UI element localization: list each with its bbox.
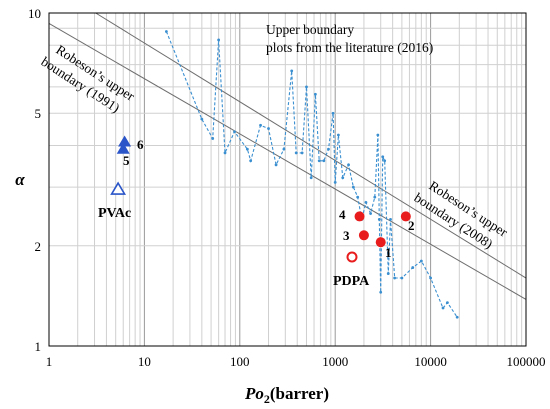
x-axis-title-main: Po [244,384,264,403]
literature-point [379,290,383,294]
y-tick-label: 5 [35,106,42,121]
x-axis-title-unit: (barrer) [270,384,329,403]
tick-labels: 1 10 100 1000 10000 100000 1 2 5 10 [28,6,546,369]
pvac-point-6 [118,135,132,147]
y-tick-label: 2 [35,239,42,254]
literature-point [331,111,335,115]
point-label-4: 4 [339,207,346,222]
x-axis-title: Po2(barrer) [244,384,329,406]
literature-point [282,147,286,151]
literature-point [383,159,387,163]
boundary-lines [48,12,527,300]
point-label-6: 6 [137,137,144,152]
literature-point [259,123,262,127]
literature-label: Upper boundary plots from the literature… [266,22,433,55]
literature-point [400,276,404,280]
literature-point [455,315,459,319]
literature-point [393,276,397,280]
literature-point [274,163,278,167]
literature-point [267,127,270,130]
literature-point [294,151,298,155]
literature-point [211,137,215,140]
x-tick-label: 100 [230,354,250,369]
point-label-2: 2 [408,218,415,233]
point-label-3: 3 [343,228,350,243]
point-label-pdpa: PDPA [333,274,370,289]
literature-point [445,301,449,304]
literature-point [313,92,317,96]
literature-point [364,200,368,204]
y-tick-label: 10 [28,6,41,21]
literature-point [441,306,445,310]
literature-label-line1: Upper boundary [266,22,354,37]
literature-point [381,155,385,159]
present-point-3 [358,230,369,241]
literature-point [356,195,360,199]
x-axis-title-sub: 2 [264,392,270,406]
point-label-5: 5 [123,153,130,168]
literature-point [419,259,423,263]
x-tick-label: 10000 [414,354,447,369]
literature-point [327,147,330,151]
x-tick-label: 1000 [322,354,348,369]
pvac-point-5 [116,142,130,154]
x-tick-label: 1 [46,354,53,369]
y-axis-title: α [15,170,25,189]
literature-point [377,217,381,221]
present-point-pdpa [346,251,358,263]
literature-point [290,69,294,73]
literature-point [300,151,304,155]
present-point-1 [375,237,386,248]
literature-point [245,147,249,151]
literature-point [347,163,350,167]
literature-point [411,266,415,269]
literature-point [200,117,204,121]
literature-point [336,133,340,137]
point-label-pvac: PVAc [98,206,131,221]
literature-line [165,31,458,318]
literature-point [249,159,253,163]
present-point-2 [400,211,411,222]
literature-series [164,30,459,319]
literature-point [223,151,227,155]
literature-point [376,133,380,137]
y-tick-label: 1 [35,339,42,354]
present-point-4 [354,211,365,222]
literature-point [322,159,326,163]
literature-point [333,180,337,184]
literature-point [341,176,345,180]
literature-point [389,217,392,221]
point-label-1: 1 [385,245,392,260]
literature-point [217,38,221,42]
plot-frame [48,12,527,347]
x-tick-label: 10 [138,354,151,369]
plot-background [49,13,526,346]
literature-point [305,85,308,89]
literature-point [351,185,355,189]
robeson-boundary-line-1 [95,12,527,279]
literature-label-line2: plots from the literature (2016) [266,40,433,55]
robeson-boundary-line-0 [48,23,527,300]
literature-point [373,195,377,199]
literature-point [233,130,236,134]
literature-point [317,159,321,163]
literature-point [429,276,432,280]
literature-point [369,212,372,215]
markers [110,135,411,263]
x-tick-label: 100000 [507,354,546,369]
literature-point [309,176,313,180]
literature-point [164,30,168,33]
pvac-point-pvac [110,181,126,195]
grid [49,13,526,346]
literature-point [386,272,390,275]
